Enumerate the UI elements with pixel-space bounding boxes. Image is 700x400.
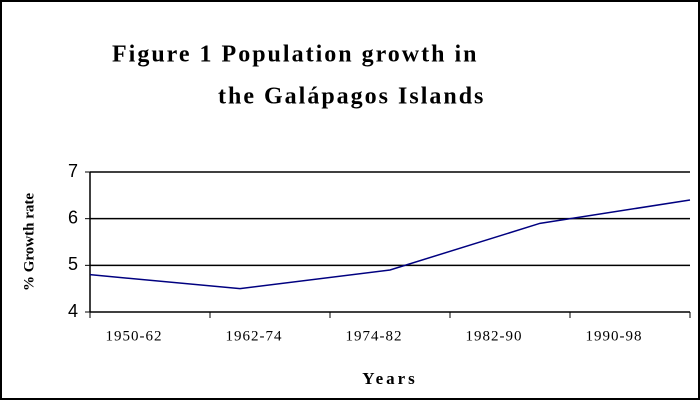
x-tick-label: 1990-98: [586, 328, 643, 344]
x-tick-label: 1950-62: [106, 328, 163, 344]
x-tick-label: 1962-74: [226, 328, 283, 344]
y-axis-label: % Growth rate: [21, 193, 37, 291]
y-tick-label: 7: [68, 161, 78, 181]
y-tick-label: 6: [68, 207, 78, 227]
line: [89, 199, 691, 290]
x-tick-label: 1982-90: [466, 328, 523, 344]
x-axis-label: Years: [362, 369, 418, 388]
chart-title: Figure 1 Population growth in: [112, 42, 478, 68]
x-tick-label: 1974-82: [346, 328, 403, 344]
y-tick-label: 5: [68, 254, 78, 274]
y-tick-label: 4: [68, 301, 78, 321]
chart-title: the Galápagos Islands: [218, 84, 485, 110]
